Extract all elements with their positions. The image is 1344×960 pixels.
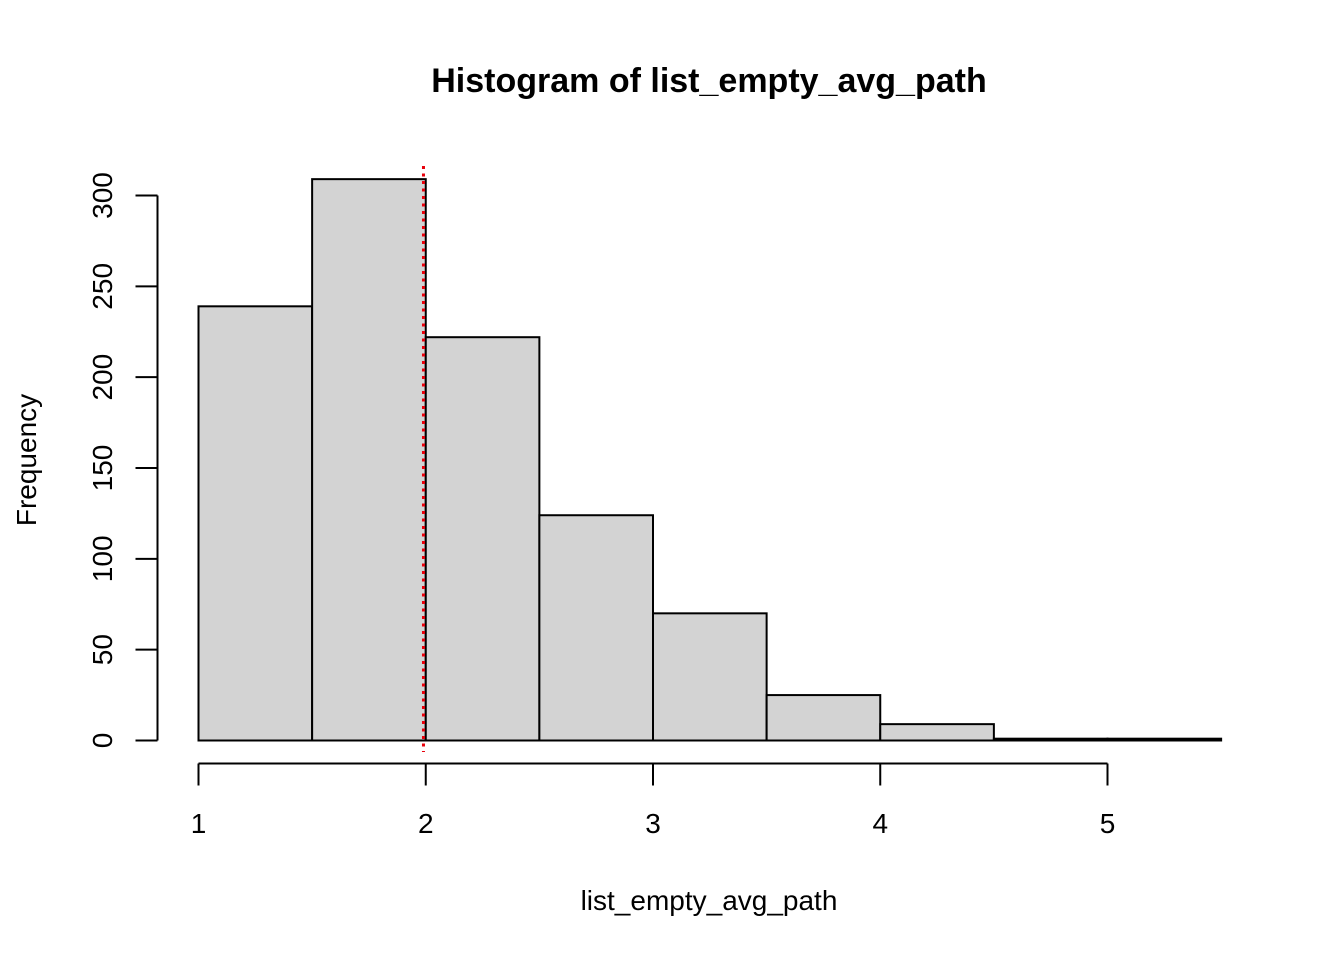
bars-group <box>197 178 1223 742</box>
histogram-bar <box>879 723 995 742</box>
y-axis-label: Frequency <box>11 394 42 526</box>
x-tick-label: 5 <box>1100 808 1116 839</box>
histogram-bar <box>652 612 768 742</box>
y-tick-label: 0 <box>87 733 118 749</box>
y-tick-label: 100 <box>87 535 118 582</box>
chart-title: Histogram of list_empty_avg_path <box>431 62 986 100</box>
x-tick-label: 1 <box>191 808 207 839</box>
histogram-bar <box>197 305 314 742</box>
x-axis: 1 2 3 4 5 <box>191 762 1116 839</box>
y-tick-label: 200 <box>87 354 118 401</box>
y-tick-label: 300 <box>87 172 118 219</box>
y-tick-label: 50 <box>87 634 118 665</box>
histogram-bar <box>424 336 541 742</box>
x-axis-label: list_empty_avg_path <box>581 885 838 916</box>
x-tick-label: 2 <box>418 808 434 839</box>
histogram-bar <box>992 737 1109 742</box>
histogram-bar <box>538 514 654 742</box>
y-axis: 0 50 100 150 200 250 300 <box>87 172 159 749</box>
x-tick-label: 4 <box>872 808 888 839</box>
y-tick-label: 150 <box>87 445 118 492</box>
x-tick-label: 3 <box>645 808 661 839</box>
y-tick-label: 250 <box>87 263 118 310</box>
histogram-bar <box>1106 737 1223 742</box>
histogram-bar <box>311 178 427 742</box>
histogram-bar <box>765 694 882 742</box>
